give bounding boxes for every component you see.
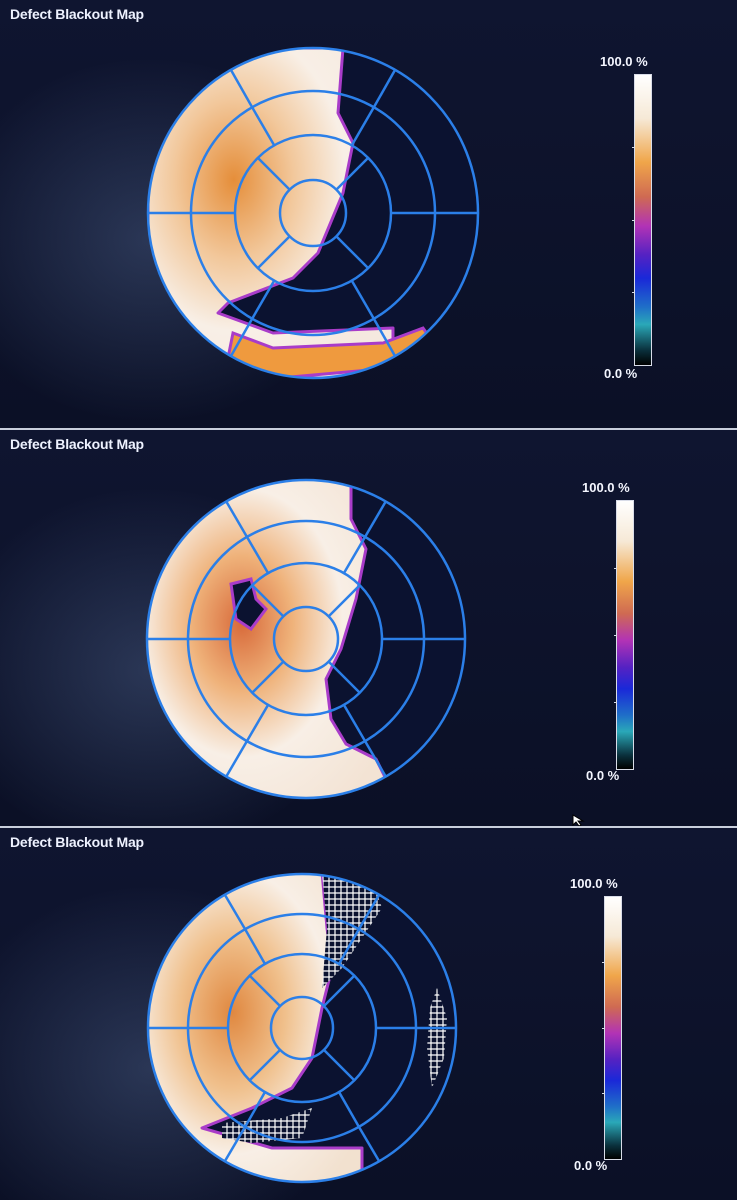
defect-hatch-region xyxy=(322,874,382,988)
color-scale-bar xyxy=(602,896,622,1160)
segment-grid xyxy=(146,46,480,380)
panel-title: Defect Blackout Map xyxy=(10,834,144,850)
panel-title: Defect Blackout Map xyxy=(10,436,144,452)
scale-max-label: 100.0 % xyxy=(570,876,618,891)
color-scale-bar xyxy=(614,500,634,770)
panel-divider xyxy=(0,428,737,430)
polar-bullseye-map xyxy=(146,46,480,380)
perfused-region xyxy=(148,48,395,378)
defect-map-panel-3: Defect Blackout Map xyxy=(0,828,737,1200)
polar-bullseye-map xyxy=(145,478,467,800)
segment-grid xyxy=(145,478,467,800)
color-scale-legend: 100.0 % 0.0 % xyxy=(570,876,640,1176)
panel-divider xyxy=(0,826,737,828)
color-scale-legend: 100.0 % 0.0 % xyxy=(582,480,652,790)
panel-title: Defect Blackout Map xyxy=(10,6,144,22)
defect-map-panel-2: Defect Blackout Map xyxy=(0,430,737,826)
polar-bullseye-map xyxy=(146,872,458,1184)
scale-min-label: 0.0 % xyxy=(604,366,638,381)
color-scale-legend: 100.0 % 0.0 % xyxy=(600,54,670,384)
segment-grid xyxy=(146,872,458,1184)
defect-map-panel-1: Defect Blackout Map xyxy=(0,0,737,428)
scale-min-label: 0.0 % xyxy=(586,768,620,783)
arrow-cursor-icon xyxy=(572,814,585,826)
perfused-region-lower xyxy=(221,326,451,378)
defect-island xyxy=(229,577,268,632)
color-scale-bar xyxy=(632,74,652,366)
perfused-region xyxy=(147,480,388,798)
scale-max-label: 100.0 % xyxy=(582,480,630,495)
defect-hatch-region xyxy=(222,1108,312,1143)
scale-min-label: 0.0 % xyxy=(574,1158,608,1173)
defect-hatch-region xyxy=(427,988,447,1088)
scale-max-label: 100.0 % xyxy=(600,54,648,69)
